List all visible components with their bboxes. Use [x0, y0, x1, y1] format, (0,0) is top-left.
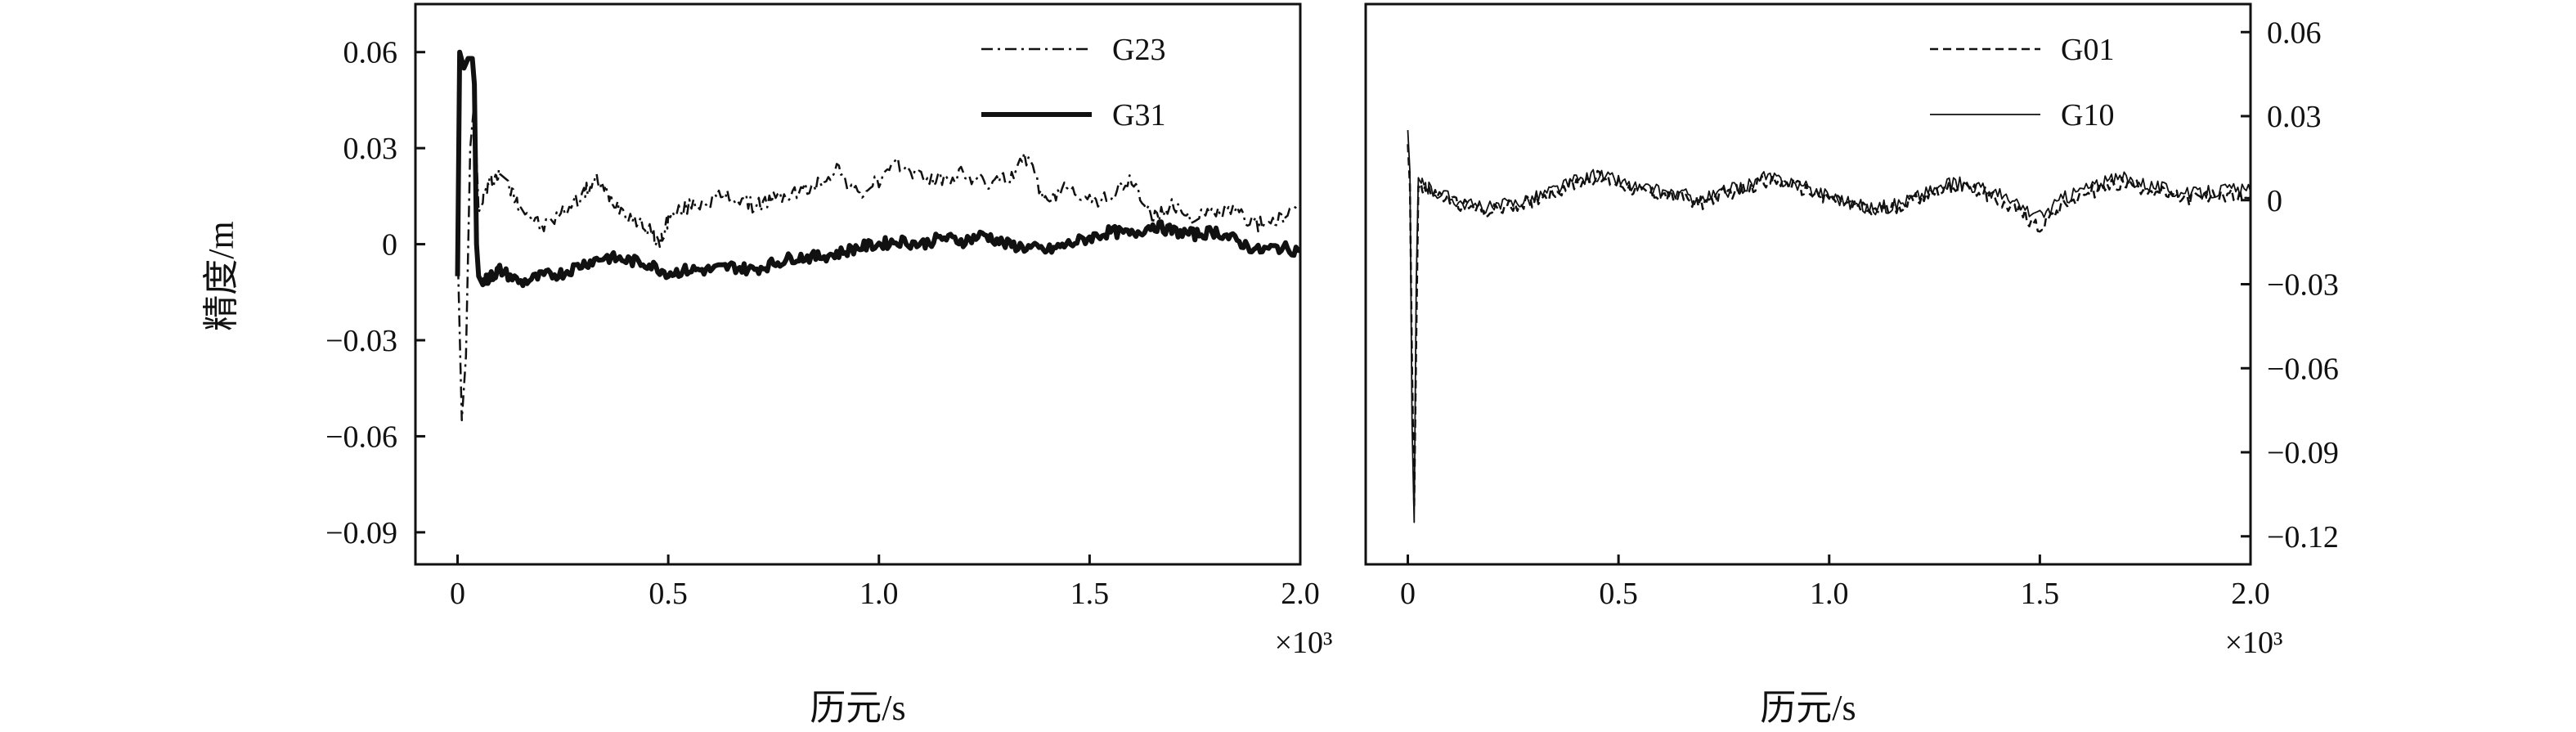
p1-legend-label-G23: G23 — [1112, 33, 1165, 67]
p2-x-multiplier-label: ×10³ — [2225, 626, 2283, 660]
p2-y-tick-label: −0.06 — [2267, 352, 2339, 386]
p1-series-line-G23 — [456, 99, 1301, 422]
p1-legend-label-G31: G31 — [1112, 98, 1165, 132]
p2-y-tick-label: 0 — [2267, 184, 2282, 218]
p2-y-tick-label: −0.09 — [2267, 436, 2339, 470]
p1-x-axis-title: 历元/s — [810, 688, 905, 728]
p2-x-tick-label: 0 — [1400, 577, 1416, 611]
p1-y-axis-title: 精度/m — [201, 221, 241, 330]
p1-series-line-G31 — [455, 49, 1301, 289]
p2-y-tick-label: −0.12 — [2267, 520, 2339, 555]
p2-x-tick-label: 1.0 — [1810, 577, 1849, 611]
p2-legend-label-G10: G10 — [2061, 98, 2114, 132]
p2-x-tick-label: 1.5 — [2021, 577, 2060, 611]
p1-y-tick-label: −0.06 — [325, 420, 397, 454]
left-chart-panel: 0 0.5 1.0 1.5 2.0 0.06 0.03 0 −0.03 −0.06 −0.09 ×10… — [201, 2, 1333, 728]
p2-y-tick-label: 0.06 — [2267, 16, 2322, 50]
p1-x-tick-label: 1.5 — [1070, 577, 1110, 611]
p2-x-axis-title: 历元/s — [1760, 688, 1856, 728]
p2-y-tick-label: −0.03 — [2267, 268, 2339, 303]
p1-y-tick-label: 0 — [382, 228, 397, 263]
p1-y-tick-label: −0.03 — [325, 324, 397, 358]
p1-y-tick-label: −0.09 — [325, 516, 397, 550]
p2-x-tick-label: 0.5 — [1599, 577, 1638, 611]
p1-x-tick-label: 1.0 — [859, 577, 899, 611]
p2-y-tick-label: 0.03 — [2267, 100, 2322, 134]
p2-x-tick-label: 2.0 — [2231, 577, 2270, 611]
p2-legend-label-G01: G01 — [2061, 33, 2114, 67]
p1-y-tick-label: 0.06 — [343, 36, 398, 70]
p1-x-tick-label: 2.0 — [1281, 577, 1320, 611]
p2-series-line-G10 — [1407, 130, 2251, 523]
p1-x-tick-label: 0 — [450, 577, 465, 611]
p2-plot-frame — [1364, 2, 2252, 566]
right-chart-panel: 0 0.5 1.0 1.5 2.0 0.06 0.03 0 −0.03 −0.06 −0.09 −0.… — [1364, 2, 2339, 728]
p1-y-tick-label: 0.03 — [343, 132, 398, 166]
p1-plot-frame — [414, 2, 1302, 566]
p1-x-multiplier-label: ×10³ — [1275, 626, 1333, 660]
p1-x-tick-label: 0.5 — [648, 577, 688, 611]
